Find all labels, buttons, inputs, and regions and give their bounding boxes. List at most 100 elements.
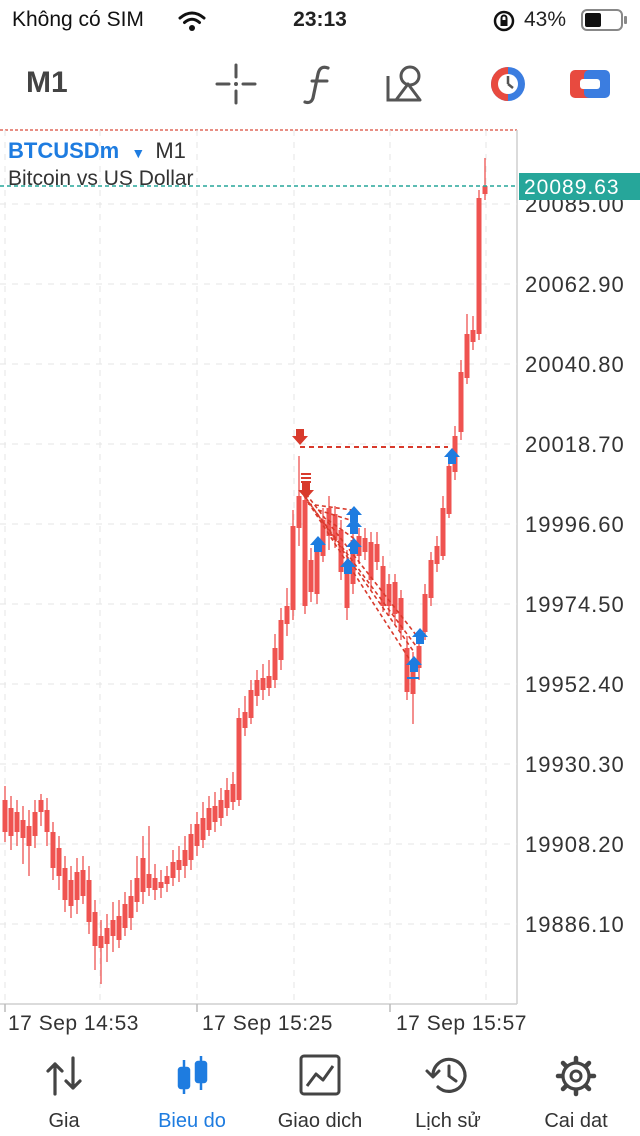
candle-bear	[128, 880, 134, 930]
candle-body	[20, 820, 26, 838]
chart-toolbar: M1	[0, 50, 640, 116]
tab-quotes[interactable]: Gia	[0, 1040, 128, 1136]
function-icon[interactable]	[296, 60, 344, 108]
account-icon[interactable]	[566, 60, 614, 108]
candle-bear	[2, 786, 8, 842]
candle-body	[146, 874, 152, 888]
settings-icon	[555, 1055, 597, 1097]
candle-bear	[482, 158, 488, 200]
candle-bear	[392, 574, 398, 624]
candle-body	[326, 508, 332, 536]
candle-body	[26, 826, 32, 846]
price-chart[interactable]: 20085.0020062.9020040.8020018.7019996.60…	[0, 128, 640, 1040]
candle-bear	[380, 556, 386, 612]
candle-body	[362, 538, 368, 552]
candle-bear	[440, 496, 446, 560]
candle-bear	[362, 528, 368, 560]
candle-body	[428, 560, 434, 598]
candle-body	[260, 678, 266, 690]
buy-arrow-icon	[346, 518, 362, 534]
candle-bear	[110, 902, 116, 952]
candle-bear	[224, 778, 230, 816]
candle-body	[128, 896, 134, 918]
candle-body	[284, 606, 290, 624]
candle-bear	[68, 866, 74, 918]
candle-bear	[296, 456, 302, 546]
sell-arrow-icon	[298, 483, 314, 499]
candle-bear	[152, 864, 158, 900]
candle-body	[164, 876, 170, 884]
candle-body	[212, 806, 218, 822]
candle-bear	[206, 796, 212, 836]
candle-body	[446, 466, 452, 514]
candle-bear	[176, 846, 182, 882]
candle-body	[422, 594, 428, 632]
candle-bear	[62, 856, 68, 912]
one-click-trading-icon[interactable]	[484, 60, 532, 108]
price-label: 19974.50	[525, 592, 625, 617]
candle-bear	[86, 866, 92, 934]
candle-body	[458, 372, 464, 432]
candle-body	[170, 862, 176, 878]
price-label: 20062.90	[525, 272, 625, 297]
candle-bear	[422, 584, 428, 640]
symbol-dropdown-icon[interactable]: ▼	[131, 145, 146, 161]
candle-bear	[14, 800, 20, 846]
price-label: 20040.80	[525, 352, 625, 377]
candle-body	[482, 186, 488, 194]
candle-body	[464, 334, 470, 378]
candle-bear	[404, 636, 410, 700]
tab-history[interactable]: Lịch sử	[384, 1040, 512, 1136]
symbol-description: Bitcoin vs US Dollar	[8, 167, 194, 190]
tab-chart[interactable]: Bieu do	[128, 1040, 256, 1136]
candle-bear	[146, 826, 152, 896]
candle-body	[122, 904, 128, 928]
price-label: 19908.20	[525, 832, 625, 857]
candle-body	[80, 870, 86, 896]
candle-body	[92, 912, 98, 946]
candle-bear	[134, 856, 140, 912]
candle-bear	[116, 900, 122, 948]
candle-bear	[272, 634, 278, 688]
candle-body	[86, 880, 92, 922]
candle-body	[188, 834, 194, 860]
objects-icon[interactable]	[380, 60, 428, 108]
candle-bear	[254, 670, 260, 706]
buy-arrow-icon	[444, 448, 460, 464]
candle-body	[236, 718, 242, 800]
crosshair-icon[interactable]	[212, 60, 260, 108]
candle-body	[470, 330, 476, 342]
symbol-name[interactable]: BTCUSDm	[8, 138, 120, 163]
candle-body	[278, 620, 284, 660]
candle-bear	[122, 892, 128, 936]
candle-bear	[92, 900, 98, 970]
candle-body	[14, 812, 20, 832]
candle-body	[104, 928, 110, 944]
candle-body	[248, 690, 254, 718]
tab-settings[interactable]: Cai dat	[512, 1040, 640, 1136]
candle-body	[158, 882, 164, 888]
time-label: 17 Sep 15:57	[396, 1012, 527, 1035]
candle-bear	[260, 664, 266, 700]
tab-settings-label: Cai dat	[544, 1110, 608, 1132]
candle-bear	[458, 360, 464, 440]
trade-connector-line	[307, 501, 411, 661]
candle-body	[50, 832, 56, 868]
candle-bear	[302, 490, 308, 614]
candle-body	[302, 500, 308, 606]
candle-bear	[320, 508, 326, 562]
candle-body	[416, 646, 422, 668]
symbol-header[interactable]: BTCUSDm ▼ M1	[8, 138, 186, 164]
trade-connector-line	[307, 503, 353, 511]
status-bar: Không có SIM 23:13 43%	[0, 0, 640, 42]
buy-arrow-icon	[340, 558, 356, 574]
candle-bear	[278, 608, 284, 670]
timeframe-button[interactable]: M1	[26, 66, 68, 99]
candle-body	[32, 812, 38, 836]
tab-trade[interactable]: Giao dich	[256, 1040, 384, 1136]
candle-bear	[80, 856, 86, 904]
candle-body	[344, 562, 350, 608]
candle-bear	[8, 796, 14, 850]
candle-body	[134, 878, 140, 902]
history-icon	[425, 1057, 467, 1093]
